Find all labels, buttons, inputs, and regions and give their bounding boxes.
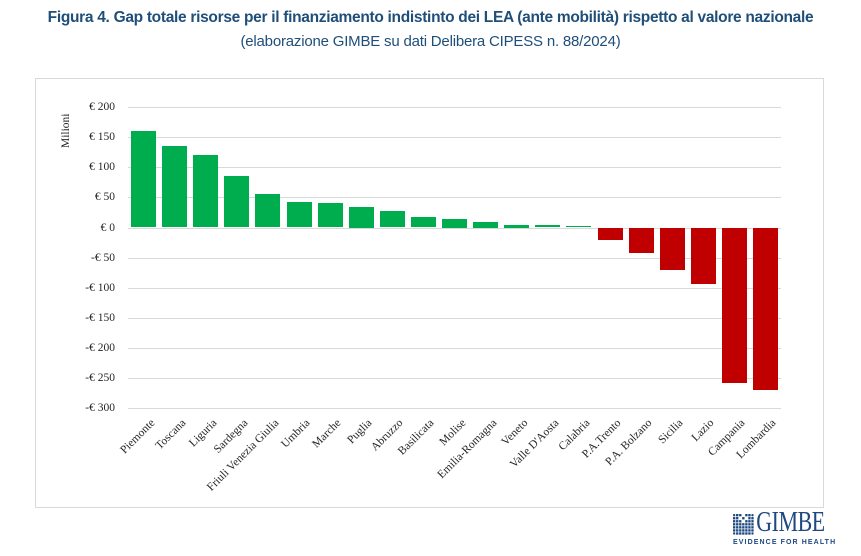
chart-area: € 200 € 150 € 100 € 50 € 0 -€ 50 -€ 100 -€ 150 -…	[35, 78, 824, 508]
gridline	[128, 257, 781, 259]
bar-liguria	[193, 155, 219, 228]
x-axis-label-umbria: Umbria	[279, 417, 313, 451]
figure-title: Figura 4. Gap totale risorse per il fina…	[47, 9, 814, 26]
bar-p-a-trento	[597, 227, 623, 240]
bar-molise	[442, 218, 467, 228]
gridline	[128, 227, 781, 229]
bar-abruzzo	[379, 211, 405, 228]
gridline	[128, 167, 781, 169]
y-axis-tick-label: -€ 200	[85, 341, 115, 354]
gridline	[128, 107, 781, 109]
x-axis-label-piemonte: Piemonte	[117, 417, 157, 457]
gridline	[128, 317, 781, 319]
bar-p-a-bolzano	[628, 227, 654, 254]
bar-sardegna	[224, 176, 250, 228]
bar-lombardia	[752, 227, 778, 390]
gimbe-logo: GIMBE EVIDENCE FOR HEALTH	[733, 507, 837, 548]
x-axis-label-lazio: Lazio	[689, 417, 717, 445]
y-axis-tick-label: -€ 50	[91, 251, 115, 264]
y-axis-title: Milioni	[60, 113, 72, 148]
bar-friuli-venezia-giulia	[255, 194, 281, 228]
y-axis-tick-label: € 50	[94, 191, 115, 204]
gridline	[128, 137, 781, 139]
bar-toscana	[162, 146, 188, 228]
bar-calabria	[566, 225, 592, 228]
y-axis-tick-label: -€ 100	[85, 281, 115, 294]
figure-subtitle: (elaborazione GIMBE su dati Delibera CIP…	[240, 33, 621, 50]
bar-emilia-romagna	[473, 221, 499, 228]
bar-marche	[317, 203, 343, 228]
gridline	[128, 197, 781, 199]
bar-veneto	[504, 224, 530, 228]
bar-basilicata	[410, 217, 436, 228]
bar-puglia	[348, 207, 374, 228]
bar-lazio	[690, 227, 716, 284]
gimbe-logo-tagline: EVIDENCE FOR HEALTH	[733, 539, 837, 546]
y-axis-tick-label: € 100	[89, 161, 115, 174]
y-axis-tick-label: -€ 300	[85, 402, 115, 415]
gridline	[128, 408, 781, 410]
gridline	[128, 378, 781, 379]
gridline	[128, 347, 781, 349]
x-axis-label-toscana: Toscana	[153, 417, 189, 453]
y-axis-tick-label: € 0	[100, 221, 115, 234]
y-axis-tick-label: € 200	[89, 101, 115, 114]
gimbe-logo-text: GIMBE	[756, 507, 826, 538]
bar-piemonte	[131, 131, 156, 228]
y-axis-tick-label: -€ 250	[85, 372, 115, 384]
bar-campania	[721, 227, 747, 383]
x-axis-label-sicilia: Sicilia	[656, 417, 686, 447]
gridline	[128, 287, 781, 289]
y-axis-tick-label: € 150	[89, 131, 115, 144]
bar-umbria	[286, 201, 312, 228]
gimbe-logo-icon	[733, 514, 754, 535]
bar-valle-d-aosta	[535, 225, 561, 228]
y-axis-tick-label: -€ 150	[85, 311, 115, 324]
bar-sicilia	[659, 227, 685, 271]
x-axis-label-marche: Marche	[310, 417, 344, 451]
